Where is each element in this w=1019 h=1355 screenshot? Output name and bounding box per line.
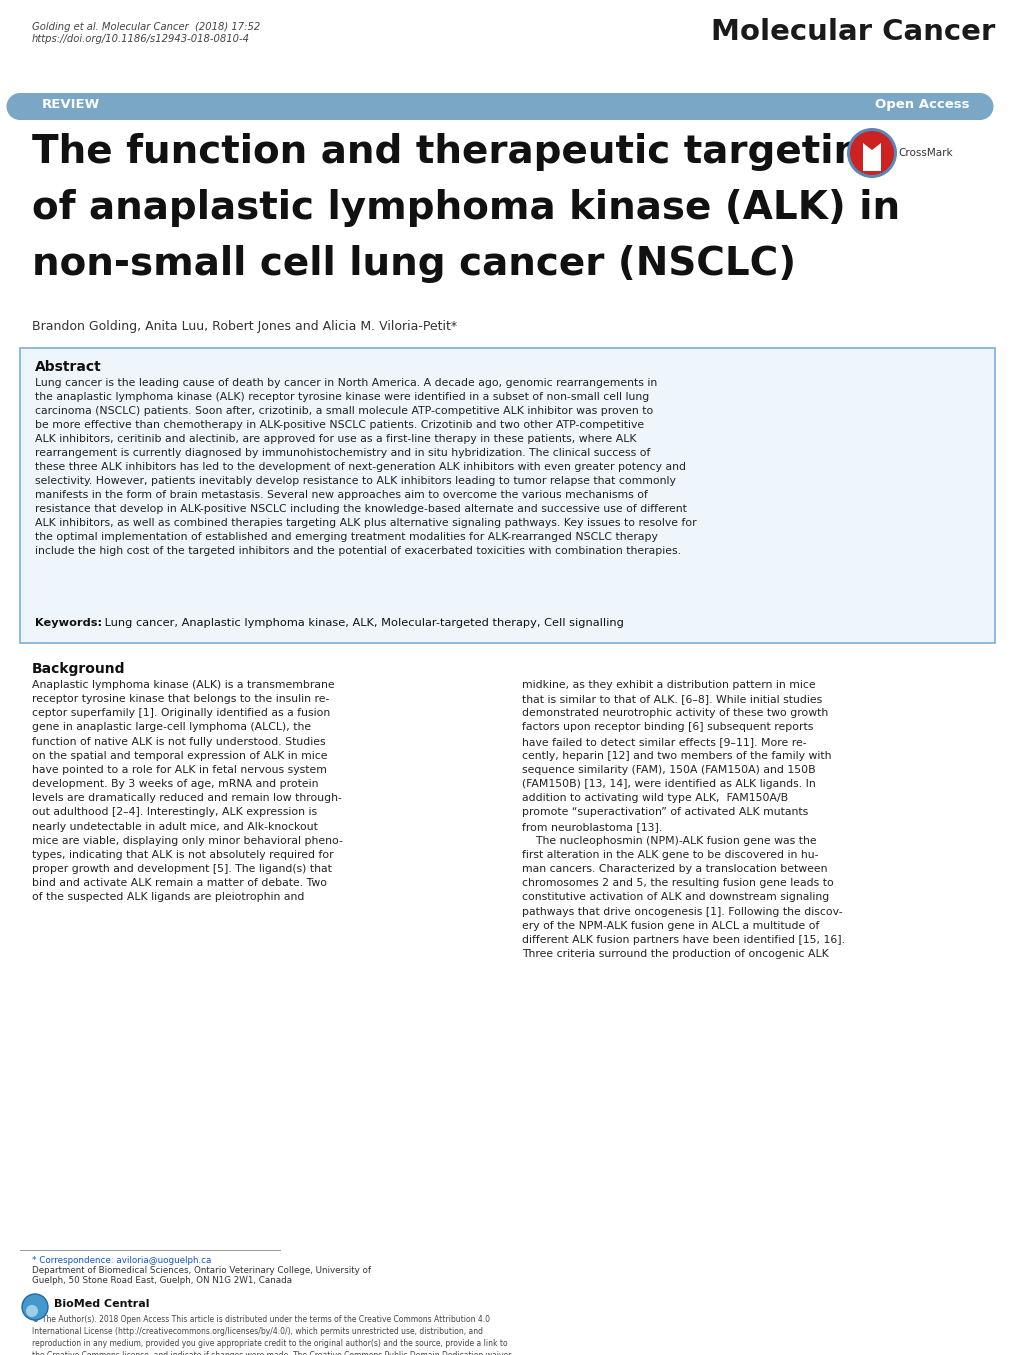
Text: Background: Background	[32, 663, 125, 676]
Text: BioMed Central: BioMed Central	[54, 1299, 150, 1309]
Circle shape	[25, 1305, 38, 1317]
Circle shape	[22, 1294, 48, 1320]
Polygon shape	[862, 144, 880, 171]
Circle shape	[849, 131, 893, 175]
Text: Guelph, 50 Stone Road East, Guelph, ON N1G 2W1, Canada: Guelph, 50 Stone Road East, Guelph, ON N…	[32, 1276, 291, 1285]
Text: Brandon Golding, Anita Luu, Robert Jones and Alicia M. Viloria-Petit*: Brandon Golding, Anita Luu, Robert Jones…	[32, 320, 457, 333]
Text: Keywords:: Keywords:	[35, 618, 102, 627]
Text: Golding et al. Molecular Cancer  (2018) 17:52: Golding et al. Molecular Cancer (2018) 1…	[32, 22, 260, 33]
Text: non-small cell lung cancer (NSCLC): non-small cell lung cancer (NSCLC)	[32, 245, 796, 283]
Text: The function and therapeutic targeting: The function and therapeutic targeting	[32, 133, 889, 171]
Bar	[20, 93, 979, 121]
Text: © The Author(s). 2018 Open Access This article is distributed under the terms of: © The Author(s). 2018 Open Access This a…	[32, 1314, 523, 1355]
Circle shape	[6, 93, 34, 121]
Text: Lung cancer, Anaplastic lymphoma kinase, ALK, Molecular-targeted therapy, Cell s: Lung cancer, Anaplastic lymphoma kinase,…	[101, 618, 624, 627]
Text: Open Access: Open Access	[874, 98, 969, 111]
Text: of anaplastic lymphoma kinase (ALK) in: of anaplastic lymphoma kinase (ALK) in	[32, 188, 899, 228]
Text: Department of Biomedical Sciences, Ontario Veterinary College, University of: Department of Biomedical Sciences, Ontar…	[32, 1266, 371, 1275]
Text: * Correspondence: aviloria@uoguelph.ca: * Correspondence: aviloria@uoguelph.ca	[32, 1256, 211, 1266]
Text: Anaplastic lymphoma kinase (ALK) is a transmembrane
receptor tyrosine kinase tha: Anaplastic lymphoma kinase (ALK) is a tr…	[32, 680, 342, 902]
Text: REVIEW: REVIEW	[42, 98, 100, 111]
Text: midkine, as they exhibit a distribution pattern in mice
that is similar to that : midkine, as they exhibit a distribution …	[522, 680, 844, 959]
Text: https://doi.org/10.1186/s12943-018-0810-4: https://doi.org/10.1186/s12943-018-0810-…	[32, 34, 250, 43]
Text: CrossMark: CrossMark	[897, 148, 952, 159]
Text: Molecular Cancer: Molecular Cancer	[710, 18, 994, 46]
Circle shape	[966, 93, 993, 121]
Circle shape	[846, 127, 896, 178]
Text: Abstract: Abstract	[35, 360, 102, 374]
Text: Lung cancer is the leading cause of death by cancer in North America. A decade a: Lung cancer is the leading cause of deat…	[35, 378, 696, 556]
Bar	[20, 348, 994, 644]
